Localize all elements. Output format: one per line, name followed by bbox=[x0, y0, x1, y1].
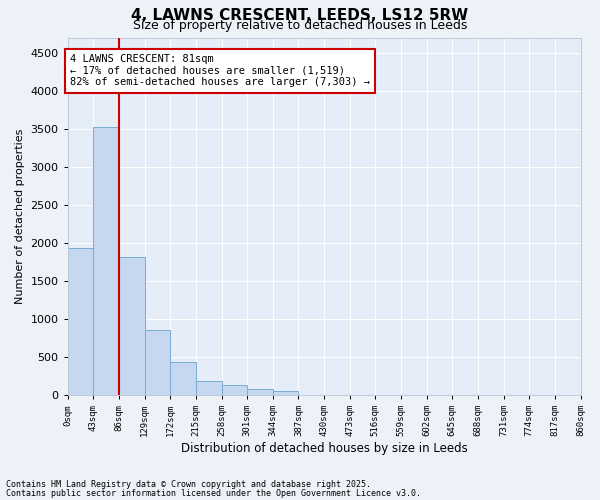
Bar bbox=[273, 392, 298, 395]
Bar bbox=[94, 128, 119, 395]
Text: 4, LAWNS CRESCENT, LEEDS, LS12 5RW: 4, LAWNS CRESCENT, LEEDS, LS12 5RW bbox=[131, 8, 469, 22]
Bar bbox=[145, 330, 170, 395]
Bar bbox=[196, 381, 221, 395]
Y-axis label: Number of detached properties: Number of detached properties bbox=[15, 128, 25, 304]
Bar bbox=[68, 248, 94, 395]
Text: 4 LAWNS CRESCENT: 81sqm
← 17% of detached houses are smaller (1,519)
82% of semi: 4 LAWNS CRESCENT: 81sqm ← 17% of detache… bbox=[70, 54, 370, 88]
Text: Contains public sector information licensed under the Open Government Licence v3: Contains public sector information licen… bbox=[6, 488, 421, 498]
Bar bbox=[221, 386, 247, 395]
Text: Contains HM Land Registry data © Crown copyright and database right 2025.: Contains HM Land Registry data © Crown c… bbox=[6, 480, 371, 489]
X-axis label: Distribution of detached houses by size in Leeds: Distribution of detached houses by size … bbox=[181, 442, 467, 455]
Text: Size of property relative to detached houses in Leeds: Size of property relative to detached ho… bbox=[133, 19, 467, 32]
Bar bbox=[170, 362, 196, 395]
Bar bbox=[247, 389, 273, 395]
Bar bbox=[119, 256, 145, 395]
